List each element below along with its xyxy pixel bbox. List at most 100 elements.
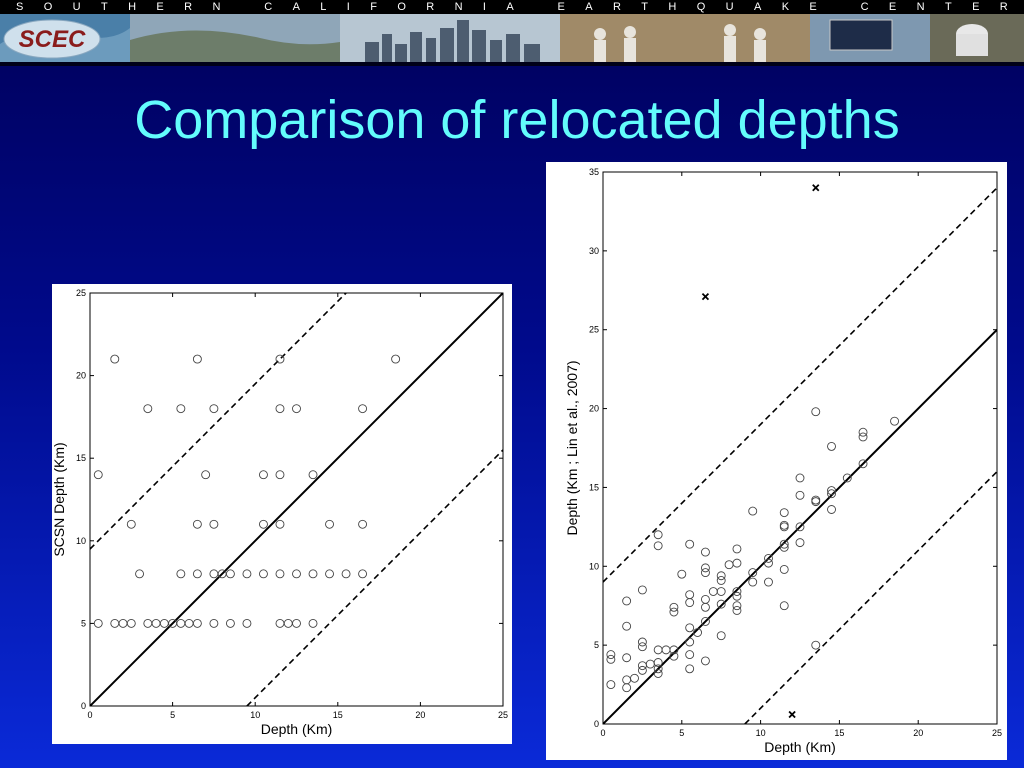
- banner-letter: T: [100, 1, 108, 13]
- data-point: [700, 617, 710, 626]
- data-point: [308, 470, 318, 480]
- banner: S O U T H E R N C A L I F O R N I A E A R T H Q U A K E C E N T E R SC…: [0, 0, 1024, 62]
- data-point: [827, 486, 836, 496]
- scsn-depth-chart: 0 5 10 15 20 25 0 5 10 15 20 25 Depth (Km) SCSN Depth…: [51, 288, 508, 737]
- scec-logo: SCEC: [0, 14, 130, 62]
- data-point: [93, 618, 103, 628]
- data-point: [637, 665, 647, 675]
- data-point: [292, 569, 301, 579]
- data-point: [685, 590, 695, 600]
- banner-letter: L: [320, 1, 327, 13]
- data-point: [93, 470, 103, 480]
- data-point: [858, 459, 868, 469]
- y-tick-label: 35: [589, 167, 599, 177]
- data-point: [645, 659, 655, 669]
- chart-panel-scsn: 0 5 10 15 20 25 0 5 10 15 20 25 Depth (Km) SCSN Depth…: [51, 284, 512, 744]
- data-point: [700, 602, 710, 612]
- data-point: [732, 587, 742, 596]
- banner-letter: [534, 1, 537, 13]
- y-axis-label: SCSN Depth (Km): [52, 442, 67, 556]
- data-point: [685, 637, 695, 647]
- y-tick-label: 30: [589, 246, 599, 256]
- banner-letter: R: [426, 1, 435, 13]
- data-point: [700, 547, 710, 557]
- data-point: [259, 470, 268, 480]
- data-point: [637, 637, 647, 647]
- data-point: [292, 618, 301, 628]
- data-point: [732, 601, 742, 611]
- y-tick-label: 5: [594, 640, 599, 650]
- data-point: [811, 497, 821, 507]
- banner-photo-collage: [130, 14, 1024, 62]
- data-point: [700, 594, 710, 604]
- data-point: [764, 577, 773, 587]
- data-point: [811, 640, 821, 650]
- data-point: [764, 558, 773, 568]
- data-point: [653, 664, 663, 674]
- data-point: [242, 569, 252, 579]
- data-point: [209, 618, 219, 628]
- data-point: [890, 416, 900, 426]
- data-point: [653, 541, 663, 551]
- data-point: [811, 407, 821, 417]
- data-point: [259, 569, 268, 579]
- data-point: [192, 618, 202, 628]
- y-tick-label: 20: [76, 371, 86, 381]
- data-point: [700, 656, 710, 666]
- plot-frame: [89, 292, 504, 707]
- data-point: [341, 569, 351, 579]
- data-point: [653, 658, 663, 667]
- data-point: [795, 538, 805, 548]
- x-tick-label: 25: [992, 728, 1002, 738]
- data-point: [606, 680, 616, 690]
- data-point: [192, 354, 202, 364]
- data-point: [732, 544, 742, 554]
- data-point: [724, 560, 734, 570]
- y-tick-label: 5: [81, 618, 86, 628]
- data-point: [622, 596, 632, 606]
- lin-depth-chart: 0 5 10 15 20 25 0 5 10 15 20 25 30 35 Depth (Km) Depth …: [564, 167, 1002, 755]
- data-point: [661, 645, 671, 655]
- data-point: [622, 653, 632, 663]
- data-point: [209, 519, 219, 529]
- data-point: [143, 618, 153, 628]
- x-tick-label: 5: [679, 728, 684, 738]
- x-tick-label: 20: [415, 710, 425, 720]
- data-point: [827, 489, 836, 499]
- x-tick-label: 0: [87, 710, 92, 720]
- data-point: [358, 404, 368, 414]
- banner-letter: R: [612, 1, 621, 13]
- data-point: [143, 404, 153, 414]
- plot-frame: [602, 171, 998, 725]
- x-axis-label: Depth (Km): [764, 739, 836, 755]
- banner-letter: N: [212, 1, 221, 13]
- data-point: [795, 490, 805, 500]
- y-tick-label: 20: [589, 404, 599, 414]
- banner-letter: T: [944, 1, 952, 13]
- data-point: [275, 404, 285, 414]
- chart-panel-lin: 0 5 10 15 20 25 0 5 10 15 20 25 30 35 Depth (Km) Depth …: [546, 162, 1007, 760]
- data-point: [685, 598, 695, 608]
- y-tick-label: 10: [76, 536, 86, 546]
- data-point: [677, 569, 687, 579]
- data-point: [637, 585, 647, 595]
- data-point: [669, 645, 679, 655]
- data-point: [669, 607, 679, 617]
- y-tick-label: 15: [76, 453, 86, 463]
- y-tick-label: 10: [589, 561, 599, 571]
- x-tick-label: 15: [834, 728, 844, 738]
- banner-letter: [837, 1, 840, 13]
- x-tick-label: 0: [600, 728, 605, 738]
- data-point: [259, 519, 268, 529]
- one-to-one-line: [90, 293, 503, 706]
- outlier-marker: [788, 710, 796, 719]
- data-point: [242, 618, 252, 628]
- data-point: [716, 631, 726, 641]
- banner-letter: H: [128, 1, 137, 13]
- data-point: [209, 569, 219, 579]
- banner-letter: U: [725, 1, 734, 13]
- data-point: [637, 642, 647, 652]
- one-to-one-line: [603, 329, 997, 724]
- banner-letter: N: [916, 1, 925, 13]
